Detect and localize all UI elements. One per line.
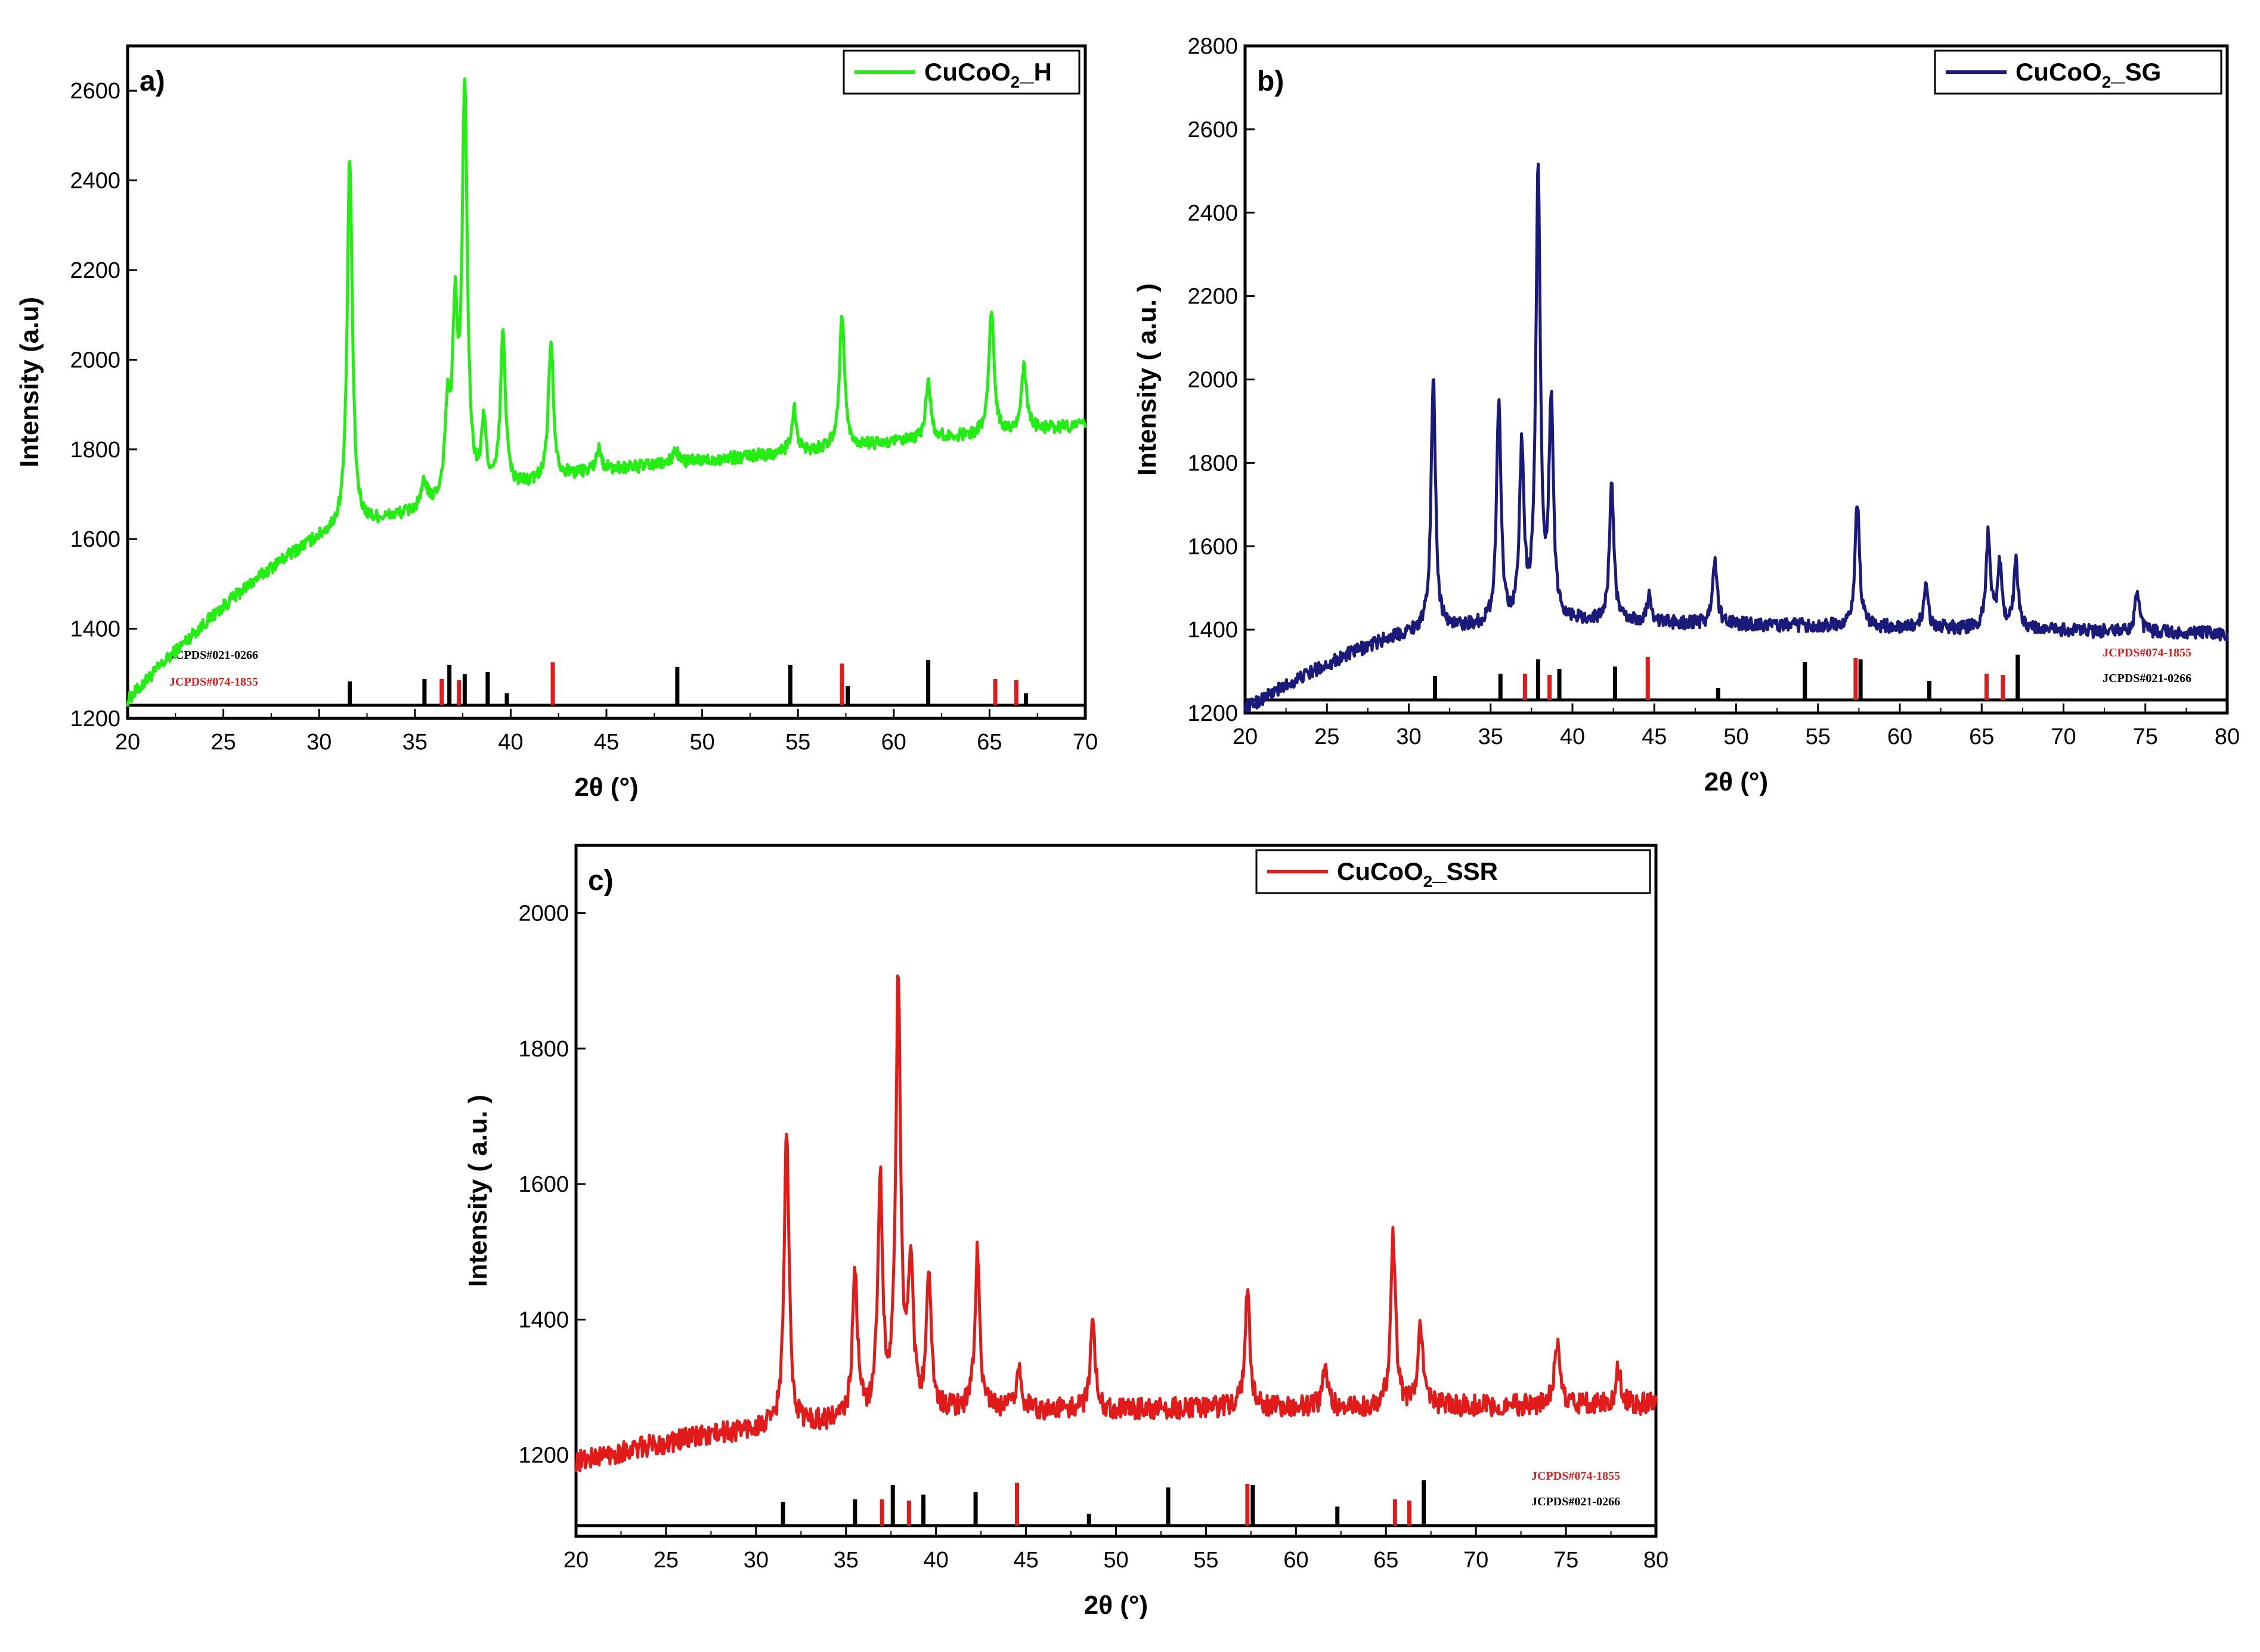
x-tick-label: 60 xyxy=(1283,1548,1308,1573)
x-tick-label: 20 xyxy=(564,1548,589,1573)
panel-c-chart: 20 25 30 35 40 45 50 55 60 65 70 75 80 1200 1400 1600 18… xyxy=(463,844,1668,1620)
x-tick-label: 20 xyxy=(115,730,140,755)
x-tick-label: 60 xyxy=(1887,724,1912,749)
x-axis-label: 2θ (°) xyxy=(574,773,638,802)
y-tick-label: 1200 xyxy=(1187,701,1238,726)
panel-label: b) xyxy=(1257,66,1284,97)
ref-label-black: JCPDS#021-0266 xyxy=(2103,672,2191,685)
legend-label: CuCoO2_SSR xyxy=(1337,857,1498,891)
legend-subscript: 2 xyxy=(1423,872,1433,891)
x-tick-label: 50 xyxy=(1723,724,1748,749)
x-tick-label: 25 xyxy=(1314,724,1339,749)
y-tick-label: 1400 xyxy=(1187,618,1238,643)
legend-suffix: _SG xyxy=(2110,58,2161,86)
ref-label-black: JCPDS#021-0266 xyxy=(169,649,258,662)
y-axis-label: Intensity (a.u) xyxy=(15,297,44,467)
x-tick-label: 45 xyxy=(1013,1548,1038,1573)
y-axis-label: Intensity ( a.u. ) xyxy=(463,1095,493,1287)
y-tick-label: 1400 xyxy=(518,1307,569,1332)
y-tick-label: 1800 xyxy=(1187,451,1238,476)
y-tick-label: 1600 xyxy=(518,1172,569,1197)
x-tick-label: 25 xyxy=(654,1548,679,1573)
panel-b-chart: 20 25 30 35 40 45 50 55 60 65 70 75 80 1200 1400 1600 18… xyxy=(1132,34,2240,796)
y-tick-label: 2800 xyxy=(1187,34,1238,59)
y-tick-label: 2200 xyxy=(70,258,120,283)
ref-label-red: JCPDS#074-1855 xyxy=(169,675,258,689)
legend-name: CuCoO xyxy=(1337,857,1423,885)
x-tick-label: 70 xyxy=(1463,1548,1488,1573)
x-tick-label: 55 xyxy=(1193,1548,1218,1573)
ref-label-black: JCPDS#021-0266 xyxy=(1531,1495,1620,1508)
y-tick-label: 2600 xyxy=(70,79,120,104)
x-tick-label: 30 xyxy=(1396,724,1421,749)
y-tick-label: 1600 xyxy=(70,527,120,552)
y-tick-label: 1400 xyxy=(70,617,120,642)
y-tick-label: 1600 xyxy=(1187,534,1238,559)
y-tick-label: 2200 xyxy=(1187,284,1238,309)
legend-suffix: _SSR xyxy=(1432,857,1498,885)
x-tick-label: 35 xyxy=(834,1548,859,1573)
x-tick-label: 45 xyxy=(1642,724,1667,749)
panel-label: c) xyxy=(588,865,614,897)
y-tick-label: 2600 xyxy=(1187,117,1238,142)
x-tick-label: 65 xyxy=(1373,1548,1398,1573)
x-tick-label: 50 xyxy=(1103,1548,1128,1573)
x-tick-label: 40 xyxy=(924,1548,949,1573)
plot-frame xyxy=(1243,44,2229,715)
x-tick-label: 75 xyxy=(1553,1548,1578,1573)
x-tick-label: 50 xyxy=(689,730,714,755)
x-tick-label: 30 xyxy=(307,730,332,755)
xrd-pattern-line xyxy=(1243,162,2229,712)
x-tick-label: 60 xyxy=(881,730,906,755)
x-tick-label: 80 xyxy=(2215,724,2240,749)
legend-suffix: _H xyxy=(1019,58,1052,86)
xrd-pattern-line xyxy=(126,77,1087,707)
legend-label: CuCoO2_SG xyxy=(2016,58,2161,91)
x-tick-label: 70 xyxy=(2051,724,2076,749)
x-tick-label: 25 xyxy=(210,730,236,755)
x-tick-label: 55 xyxy=(785,730,810,755)
y-tick-label: 2000 xyxy=(70,348,120,373)
y-tick-label: 2400 xyxy=(1187,201,1238,226)
y-tick-label: 1200 xyxy=(70,706,120,732)
x-tick-label: 45 xyxy=(594,730,619,755)
x-tick-label: 80 xyxy=(1643,1548,1668,1573)
x-tick-label: 35 xyxy=(403,730,428,755)
x-tick-label: 65 xyxy=(977,730,1002,755)
x-tick-label: 30 xyxy=(744,1548,769,1573)
ref-label-red: JCPDS#074-1855 xyxy=(1531,1470,1620,1483)
y-tick-label: 2000 xyxy=(1187,368,1238,393)
plot-frame xyxy=(574,844,1658,1538)
y-tick-label: 2400 xyxy=(70,169,120,194)
panel-a-chart: 20 25 30 35 40 45 50 55 60 65 70 1200 1400 1600 1800 20… xyxy=(15,44,1098,802)
y-tick-label: 1200 xyxy=(518,1443,569,1468)
x-tick-label: 40 xyxy=(498,730,523,755)
ref-label-red: JCPDS#074-1855 xyxy=(2103,646,2191,659)
y-tick-label: 1800 xyxy=(518,1037,569,1062)
legend-name: CuCoO xyxy=(924,58,1011,86)
x-axis-label: 2θ (°) xyxy=(1084,1591,1148,1620)
x-axis-label: 2θ (°) xyxy=(1704,767,1768,796)
legend-label: CuCoO2_H xyxy=(924,58,1052,91)
y-axis-label: Intensity ( a.u. ) xyxy=(1132,283,1162,476)
x-tick-label: 55 xyxy=(1806,724,1831,749)
panel-label: a) xyxy=(140,66,165,97)
plot-frame xyxy=(126,44,1087,720)
x-tick-label: 75 xyxy=(2133,724,2158,749)
x-tick-label: 40 xyxy=(1560,724,1585,749)
y-tick-label: 1800 xyxy=(70,438,120,463)
x-tick-label: 70 xyxy=(1073,730,1098,755)
y-tick-label: 2000 xyxy=(518,901,569,926)
x-tick-label: 35 xyxy=(1478,724,1503,749)
x-tick-label: 20 xyxy=(1233,724,1258,749)
legend-name: CuCoO xyxy=(2016,58,2102,86)
legend-subscript: 2 xyxy=(2102,73,2112,91)
legend-subscript: 2 xyxy=(1011,73,1020,91)
x-tick-label: 65 xyxy=(1969,724,1994,749)
xrd-pattern-line xyxy=(574,974,1658,1473)
